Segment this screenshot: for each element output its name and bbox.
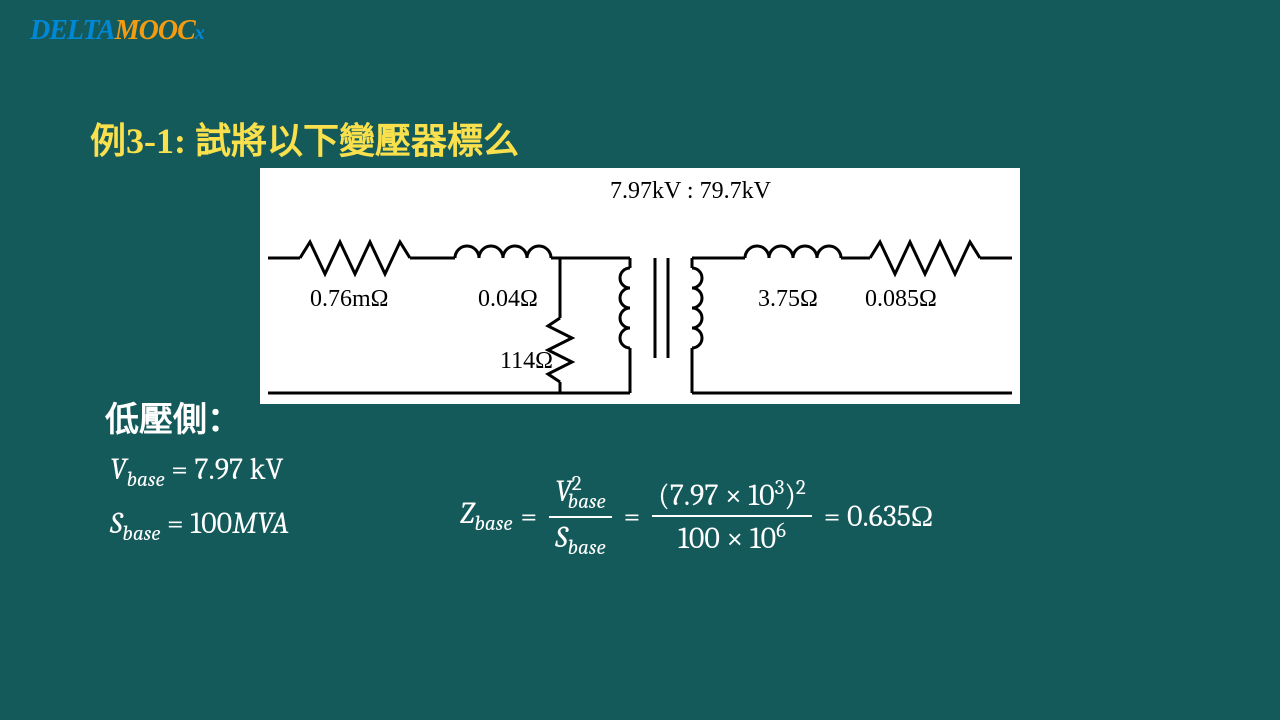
label-r2: 0.085Ω [865, 286, 937, 313]
logo-part1: DELTA [30, 15, 115, 46]
circuit-diagram: 7.97kV : 79.7kV 0.76mΩ 0.04Ω 114Ω 3.75Ω … [260, 168, 1020, 404]
sbase-sub: base [122, 522, 160, 546]
frac2-den-exp: 6 [776, 519, 786, 543]
zbase-result: = 0.635Ω [824, 499, 933, 534]
logo-part2: MOOC [115, 15, 195, 46]
zbase-sub: base [475, 512, 513, 536]
equations: Vbase = 7.97 kV Sbase = 100MVA Zbase = V… [110, 452, 1210, 560]
zbase-eq: Zbase = V2base Sbase = (7.97 × 103)2 100… [460, 472, 933, 560]
zbase-sym: Z [460, 496, 475, 531]
frac1-s: S [555, 520, 567, 555]
slide-title: 例3-1: 試將以下變壓器標么 [90, 112, 519, 164]
frac1: V2base Sbase [549, 472, 612, 560]
frac2-den: 100 × 10 [678, 521, 776, 556]
logo: DELTAMOOCx [30, 15, 204, 47]
vbase-eq: Vbase = 7.97 kV [110, 452, 430, 492]
sbase-eq: Sbase = 100MVA [110, 506, 430, 546]
vbase-sub: base [127, 468, 165, 492]
frac1-den-sub: base [568, 536, 606, 560]
subtitle: 低壓側： [105, 392, 241, 441]
sbase-val: = 100 [160, 506, 232, 541]
label-rm: 114Ω [500, 348, 553, 375]
eq-sign-1: = [521, 499, 538, 534]
frac2-num: (7.97 × 10 [658, 478, 774, 513]
label-l2: 3.75Ω [758, 286, 818, 313]
transformer-ratio: 7.97kV : 79.7kV [610, 178, 771, 205]
eq-sign-2: = [624, 499, 641, 534]
vbase-val: = 7.97 kV [165, 452, 284, 487]
frac1-sub: base [568, 490, 606, 514]
label-r1: 0.76mΩ [310, 286, 389, 313]
frac2-exp: 3 [775, 476, 785, 500]
vbase-sym: V [110, 452, 127, 487]
sbase-sym: S [110, 506, 122, 541]
sbase-unit: MVA [232, 506, 289, 541]
label-l1: 0.04Ω [478, 286, 538, 313]
frac2-sq: 2 [796, 476, 806, 500]
logo-part3: x [195, 22, 204, 44]
frac2-close: ) [784, 478, 795, 513]
frac2: (7.97 × 103)2 100 × 106 [652, 476, 811, 556]
